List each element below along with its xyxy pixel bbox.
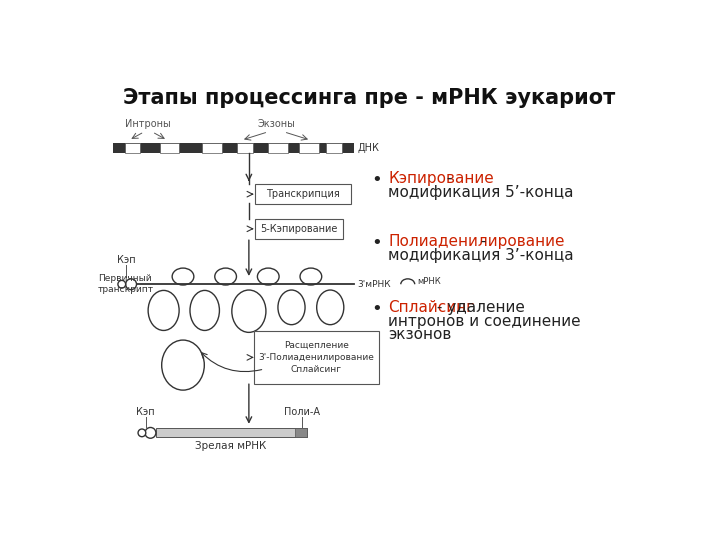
Text: Транскрипция: Транскрипция <box>266 189 340 199</box>
Text: - удаление: - удаление <box>432 300 530 315</box>
Bar <box>156 428 307 437</box>
Bar <box>326 143 342 153</box>
Text: Поли-А: Поли-А <box>284 408 320 417</box>
Circle shape <box>118 280 126 288</box>
Circle shape <box>126 279 137 289</box>
Circle shape <box>138 429 145 437</box>
Ellipse shape <box>162 340 204 390</box>
Bar <box>113 143 354 153</box>
Bar <box>269 143 287 153</box>
Ellipse shape <box>172 268 194 285</box>
Text: Этапы процессинга пре - мРНК эукариот: Этапы процессинга пре - мРНК эукариот <box>123 88 615 108</box>
Text: Экзоны: Экзоны <box>257 119 295 130</box>
Bar <box>160 143 179 153</box>
Text: ДНК: ДНК <box>357 143 379 153</box>
Text: Зрелая мРНК: Зрелая мРНК <box>195 441 266 451</box>
Ellipse shape <box>215 268 236 285</box>
Circle shape <box>145 428 156 438</box>
Ellipse shape <box>232 290 266 333</box>
Text: 5-Кэпирование: 5-Кэпирование <box>261 224 338 234</box>
Text: модификация 3’-конца: модификация 3’-конца <box>388 248 574 263</box>
Text: мРНК: мРНК <box>417 276 441 286</box>
FancyBboxPatch shape <box>254 331 379 383</box>
FancyBboxPatch shape <box>255 184 351 204</box>
Text: экзонов: экзонов <box>388 327 451 342</box>
Bar <box>238 143 253 153</box>
Text: -: - <box>442 171 457 186</box>
Text: Кэп: Кэп <box>117 255 136 265</box>
Ellipse shape <box>278 290 305 325</box>
Text: •: • <box>372 171 382 189</box>
Text: интронов и соединение: интронов и соединение <box>388 314 586 328</box>
Text: 3'мРНК: 3'мРНК <box>357 280 391 289</box>
Text: Полиаденилирование: Полиаденилирование <box>388 234 565 249</box>
Text: Кэп: Кэп <box>137 408 155 417</box>
FancyBboxPatch shape <box>255 219 343 239</box>
Bar <box>295 428 307 437</box>
Ellipse shape <box>258 268 279 285</box>
Text: •: • <box>372 300 382 318</box>
Text: Интроны: Интроны <box>125 119 171 130</box>
Text: Расщепление
3'-Полиаденилирование
Сплайсинг: Расщепление 3'-Полиаденилирование Сплайс… <box>258 340 374 374</box>
Text: Сплайсинг: Сплайсинг <box>388 300 474 315</box>
Text: -: - <box>476 234 492 249</box>
Ellipse shape <box>317 290 344 325</box>
Text: Первичный
транскрипт: Первичный транскрипт <box>98 274 154 294</box>
Text: Кэпирование: Кэпирование <box>388 171 494 186</box>
Text: модификация 5’-конца: модификация 5’-конца <box>388 185 574 200</box>
Ellipse shape <box>148 291 179 330</box>
Bar <box>300 143 319 153</box>
Ellipse shape <box>300 268 322 285</box>
Ellipse shape <box>190 291 220 330</box>
Text: •: • <box>372 234 382 252</box>
Bar <box>202 143 222 153</box>
Bar <box>125 143 140 153</box>
